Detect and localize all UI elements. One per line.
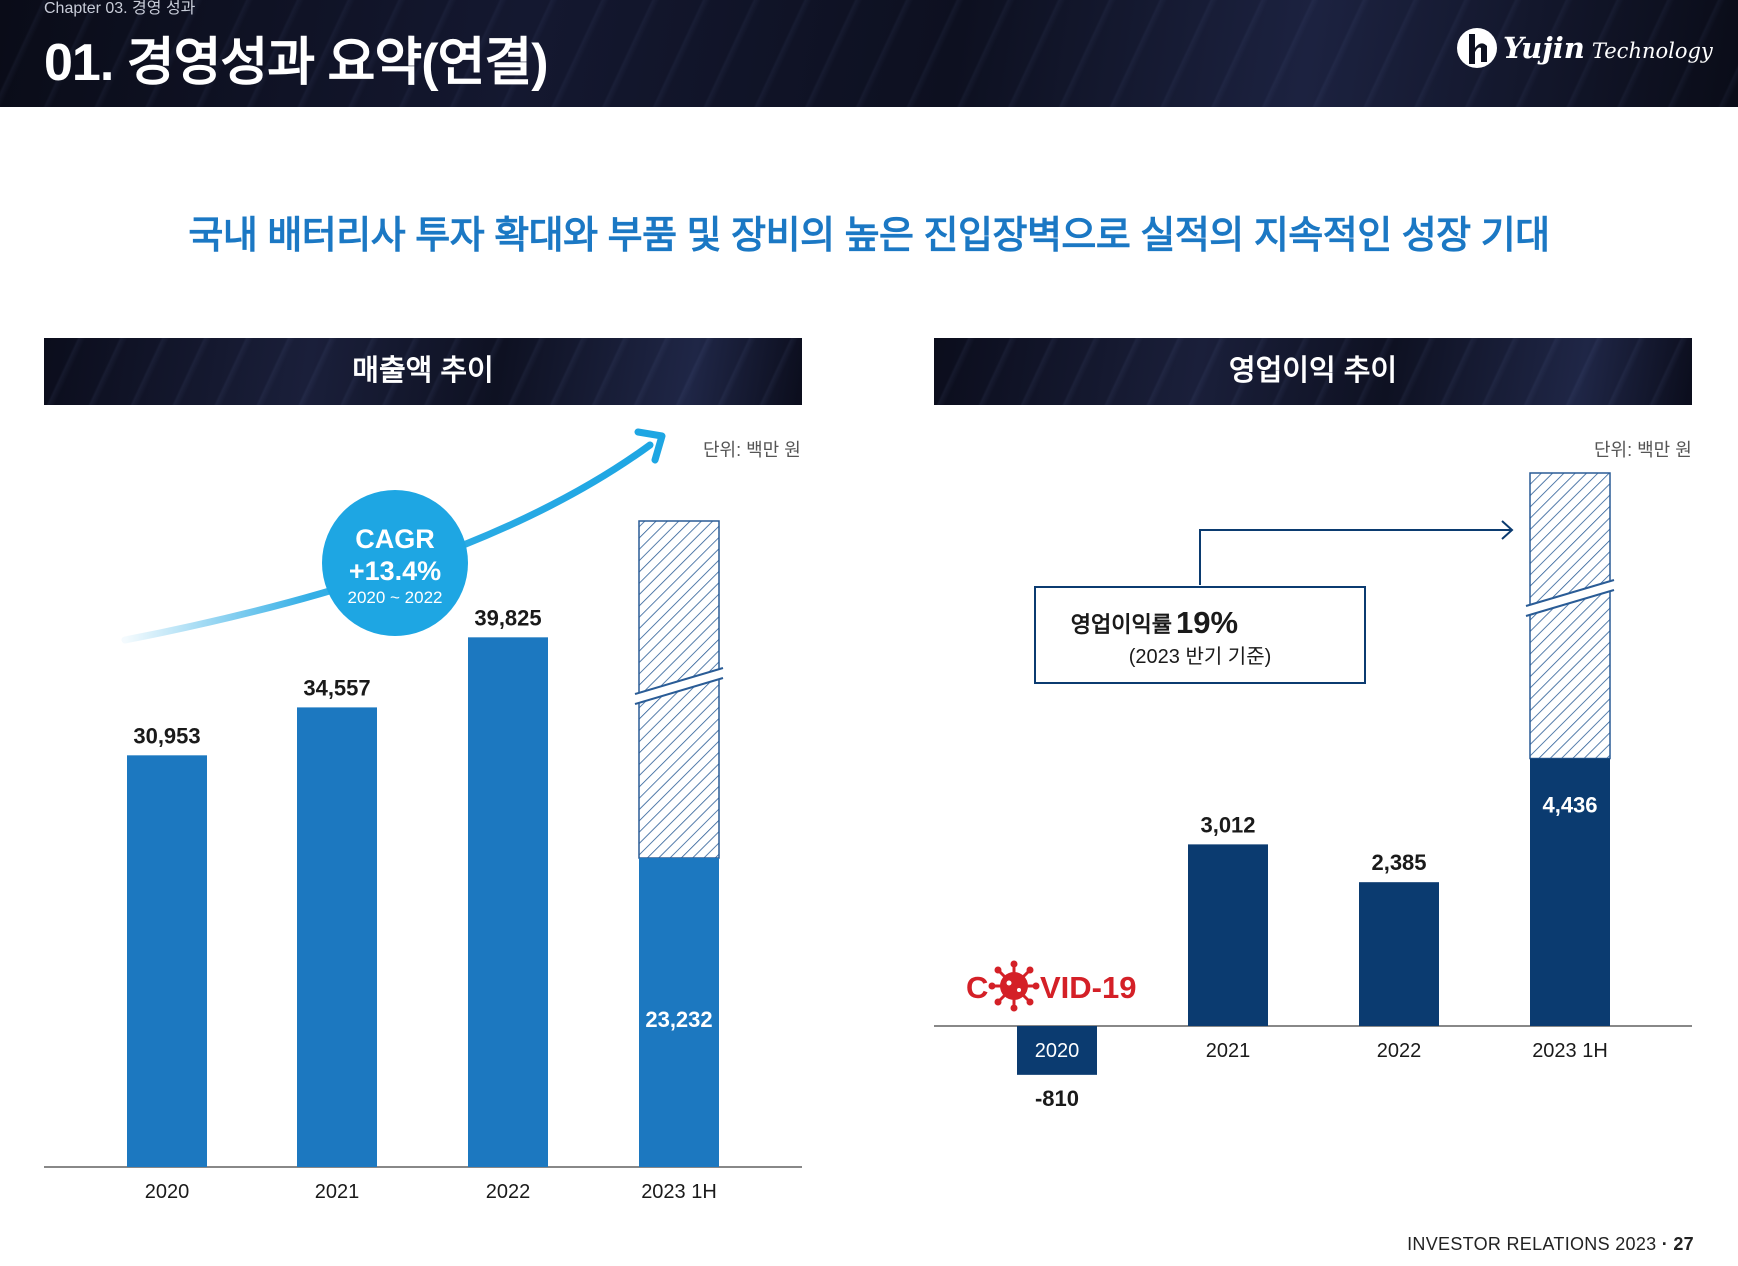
margin-callout-box (1034, 586, 1366, 684)
virus-icon (988, 960, 1040, 1012)
footer-text: INVESTOR RELATIONS 2023 (1407, 1234, 1657, 1254)
profit-break-line-top (1525, 579, 1615, 607)
chapter-label: Chapter 03. 경영 성과 (44, 0, 196, 17)
margin-value: 19% (1176, 605, 1238, 640)
profit-bar-value: 2,385 (1371, 850, 1426, 875)
page-number: 27 (1673, 1234, 1694, 1254)
profit-break-line-bottom (1525, 589, 1615, 617)
cagr-period: 2020 ~ 2022 (347, 588, 442, 607)
cagr-value: +13.4% (349, 556, 441, 586)
revenue-bar-value: 30,953 (133, 723, 200, 748)
revenue-bar (127, 755, 207, 1167)
revenue-bar-value: 34,557 (303, 675, 370, 700)
profit-bar (1017, 1026, 1097, 1075)
profit-bar-value: 3,012 (1200, 812, 1255, 837)
revenue-break-gap (635, 668, 723, 704)
margin-connector-line (1199, 529, 1512, 585)
margin-note: (2023 반기 기준) (1129, 645, 1272, 668)
profit-panel-title: 영업이익 추이 (1228, 355, 1398, 387)
revenue-bar (468, 637, 548, 1167)
covid-text-right: VID-19 (1040, 970, 1136, 1005)
logo-name: Yujin (1503, 31, 1585, 65)
revenue-x-tick: 2022 (486, 1181, 531, 1203)
covid-badge: C VID-19 (966, 960, 1136, 1012)
revenue-bar (297, 707, 377, 1167)
margin-connector-arrowhead (1501, 520, 1514, 540)
yujin-logo-icon (1457, 28, 1497, 68)
company-logo: Yujin Technology (1455, 26, 1713, 70)
revenue-x-tick: 2023 1H (641, 1181, 717, 1203)
headline: 국내 배터리사 투자 확대와 부품 및 장비의 높은 진입장벽으로 실적의 지속… (188, 215, 1550, 257)
profit-break-gap (1526, 580, 1614, 616)
cagr-title: CAGR (355, 524, 435, 554)
revenue-bar-value: 23,232 (645, 1007, 712, 1032)
revenue-break-line-bottom (634, 677, 724, 705)
cagr-circle (322, 490, 468, 636)
revenue-panel-header: 매출액 추이 (44, 338, 802, 405)
profit-bar (1188, 844, 1268, 1026)
revenue-x-tick: 2020 (145, 1181, 190, 1203)
profit-bar-value: -810 (1035, 1086, 1079, 1111)
header-banner: Chapter 03. 경영 성과 01. 경영성과 요약(연결) Yujin … (0, 0, 1738, 107)
profit-bar (1359, 882, 1439, 1026)
profit-x-tick: 2021 (1206, 1040, 1251, 1062)
profit-bar-value: 4,436 (1542, 793, 1597, 818)
revenue-bar (639, 858, 719, 1167)
covid-text-left: C (966, 970, 988, 1005)
profit-x-tick: 2023 1H (1532, 1040, 1608, 1062)
margin-label: 영업이익률 (1071, 612, 1172, 637)
cagr-badge: CAGR +13.4% 2020 ~ 2022 (322, 490, 468, 636)
revenue-x-tick: 2021 (315, 1181, 360, 1203)
footer: INVESTOR RELATIONS 2023 · 27 (1407, 1234, 1694, 1255)
revenue-break-line-top (634, 667, 724, 695)
margin-callout: 영업이익률 19% (2023 반기 기준) (1034, 520, 1514, 684)
profit-bar (1530, 758, 1610, 1026)
profit-x-tick: 2020 (1035, 1040, 1080, 1062)
page-title: 01. 경영성과 요약(연결) (44, 34, 549, 92)
footer-separator: · (1661, 1234, 1669, 1254)
growth-arrowhead (634, 428, 666, 464)
profit-x-tick: 2022 (1377, 1040, 1422, 1062)
profit-bar-projection (1529, 472, 1611, 760)
revenue-panel-title: 매출액 추이 (352, 355, 494, 387)
profit-unit-label: 단위: 백만 원 (1594, 440, 1692, 460)
revenue-unit-label: 단위: 백만 원 (703, 440, 801, 460)
logo-subtitle: Technology (1591, 39, 1713, 63)
revenue-bar-value: 39,825 (474, 605, 541, 630)
profit-panel-header: 영업이익 추이 (934, 338, 1692, 405)
